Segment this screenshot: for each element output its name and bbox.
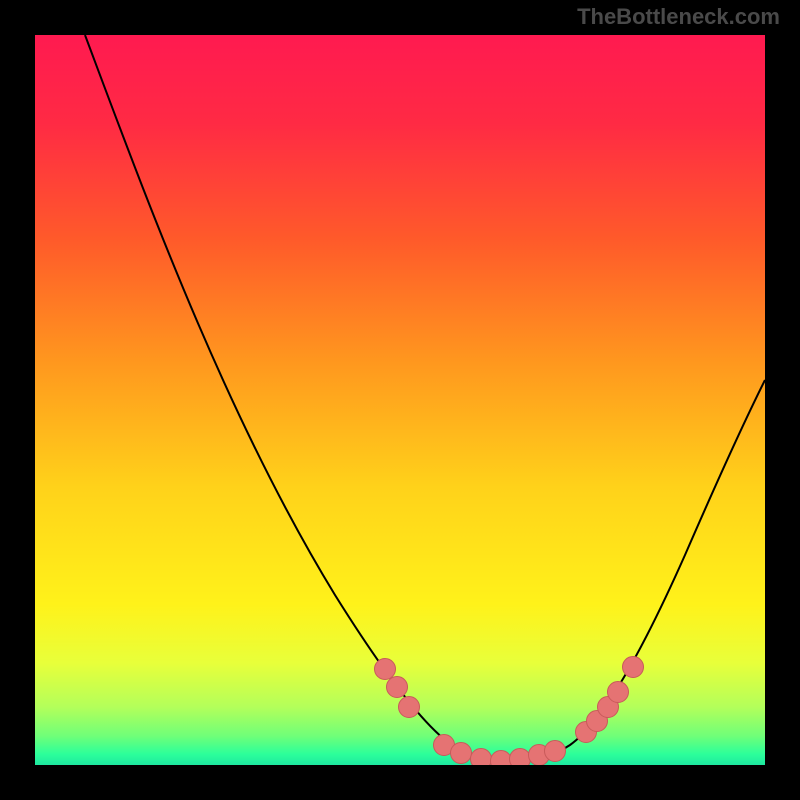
data-point-marker xyxy=(470,748,492,765)
plot-area xyxy=(35,35,765,765)
chart-frame: TheBottleneck.com xyxy=(0,0,800,800)
data-point-marker xyxy=(622,656,644,678)
markers-layer xyxy=(35,35,765,765)
watermark-text: TheBottleneck.com xyxy=(577,4,780,30)
data-point-marker xyxy=(398,696,420,718)
data-point-marker xyxy=(607,681,629,703)
data-point-marker xyxy=(386,676,408,698)
data-point-marker xyxy=(450,742,472,764)
data-point-marker xyxy=(544,740,566,762)
